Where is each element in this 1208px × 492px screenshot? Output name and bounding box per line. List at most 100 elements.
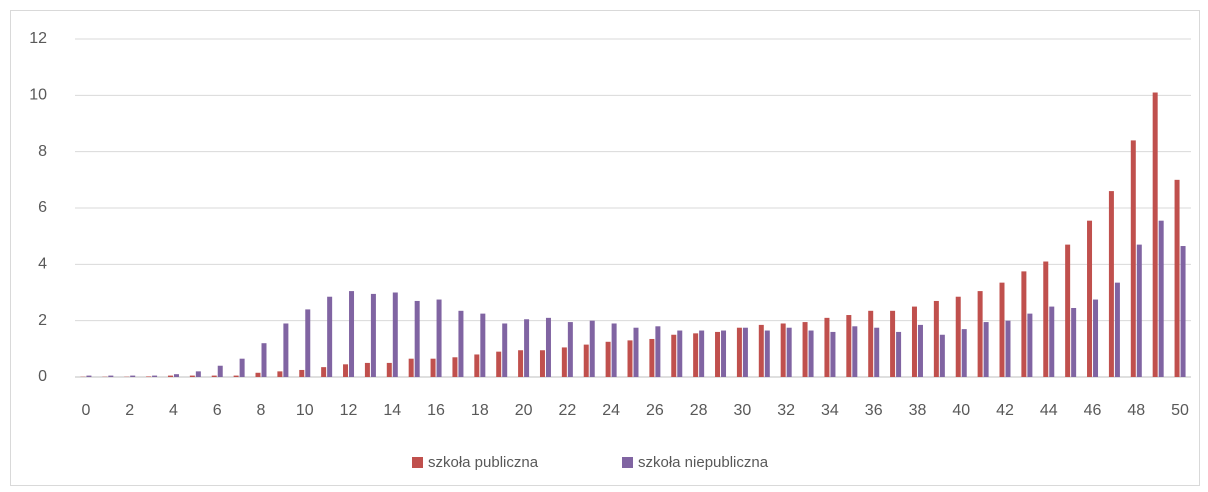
x-tick-label: 22 <box>558 402 576 419</box>
bar <box>321 367 327 377</box>
bar <box>611 323 617 377</box>
bar <box>583 344 589 377</box>
bar <box>1114 282 1120 377</box>
bar <box>786 327 792 377</box>
bar <box>764 330 770 377</box>
bar <box>983 322 989 377</box>
x-tick-label: 42 <box>996 402 1014 419</box>
bar <box>830 331 836 377</box>
bar <box>758 324 764 377</box>
bar <box>1071 307 1077 377</box>
x-tick-label: 18 <box>471 402 489 419</box>
bar <box>846 315 852 377</box>
bar <box>736 327 742 377</box>
bar <box>671 334 677 377</box>
x-tick-label: 6 <box>213 402 222 419</box>
bar <box>343 364 349 377</box>
x-tick-label: 14 <box>383 402 401 419</box>
bar <box>1174 179 1180 377</box>
x-tick-label: 40 <box>952 402 970 419</box>
bar <box>808 330 814 377</box>
bar <box>173 374 179 377</box>
bar <box>130 375 136 377</box>
bar <box>890 310 896 377</box>
bar <box>392 292 398 377</box>
bar <box>802 322 808 377</box>
bar <box>1021 271 1027 377</box>
bar <box>917 324 923 377</box>
legend-swatch <box>622 457 633 468</box>
y-tick-label: 0 <box>38 368 47 385</box>
y-tick-label: 8 <box>38 143 47 160</box>
bar <box>167 375 173 377</box>
legend-swatch <box>412 457 423 468</box>
x-tick-label: 26 <box>646 402 664 419</box>
bar <box>1043 261 1049 377</box>
bar <box>561 347 567 377</box>
bar <box>195 371 201 377</box>
bar <box>868 310 874 377</box>
bar <box>458 310 464 377</box>
bar <box>1180 246 1186 377</box>
bar <box>370 293 376 377</box>
bar <box>605 341 611 377</box>
x-tick-label: 36 <box>865 402 883 419</box>
bar <box>349 291 355 377</box>
chart-frame <box>10 10 1200 486</box>
bar <box>414 300 420 377</box>
bar <box>633 327 639 377</box>
bar <box>939 334 945 377</box>
x-tick-label: 8 <box>257 402 266 419</box>
y-tick-label: 2 <box>38 312 47 329</box>
x-tick-label: 48 <box>1127 402 1145 419</box>
bar <box>874 327 880 377</box>
bar <box>239 358 245 377</box>
bar <box>496 351 502 377</box>
legend-label: szkoła niepubliczna <box>638 454 769 471</box>
x-tick-label: 50 <box>1171 402 1189 419</box>
y-tick-label: 6 <box>38 199 47 216</box>
bar <box>518 350 524 377</box>
x-tick-label: 24 <box>602 402 620 419</box>
bar <box>217 365 223 377</box>
x-tick-label: 30 <box>734 402 752 419</box>
bar <box>780 323 786 377</box>
legend-label: szkoła publiczna <box>428 454 539 471</box>
bar <box>1158 220 1164 377</box>
bar <box>1005 320 1011 377</box>
bar <box>824 317 830 377</box>
bar <box>715 331 721 377</box>
bar <box>655 326 661 377</box>
bar <box>627 340 633 377</box>
bar <box>677 330 683 377</box>
bar <box>1108 191 1114 377</box>
bar <box>436 299 442 377</box>
x-tick-label: 16 <box>427 402 445 419</box>
bar <box>955 296 961 377</box>
bar <box>699 330 705 377</box>
y-tick-label: 10 <box>29 87 47 104</box>
bar <box>539 350 545 377</box>
bar <box>233 375 239 377</box>
bar <box>108 375 114 377</box>
bar <box>1152 92 1158 378</box>
bar <box>961 329 967 377</box>
bar <box>999 282 1005 377</box>
bar <box>408 358 414 377</box>
legend: szkoła publiczna szkoła niepubliczna <box>412 454 769 471</box>
bar <box>911 306 917 377</box>
bar <box>364 362 370 377</box>
bar <box>852 326 858 377</box>
y-tick-label: 12 <box>29 30 47 47</box>
bar <box>567 322 573 377</box>
bar <box>1087 220 1093 377</box>
bar <box>1049 306 1055 377</box>
bar <box>977 291 983 377</box>
bar <box>327 296 333 377</box>
bar <box>693 333 699 377</box>
bar <box>152 375 158 377</box>
bar <box>211 375 217 377</box>
x-tick-label: 34 <box>821 402 839 419</box>
x-tick-label: 20 <box>515 402 533 419</box>
bar <box>524 319 530 377</box>
